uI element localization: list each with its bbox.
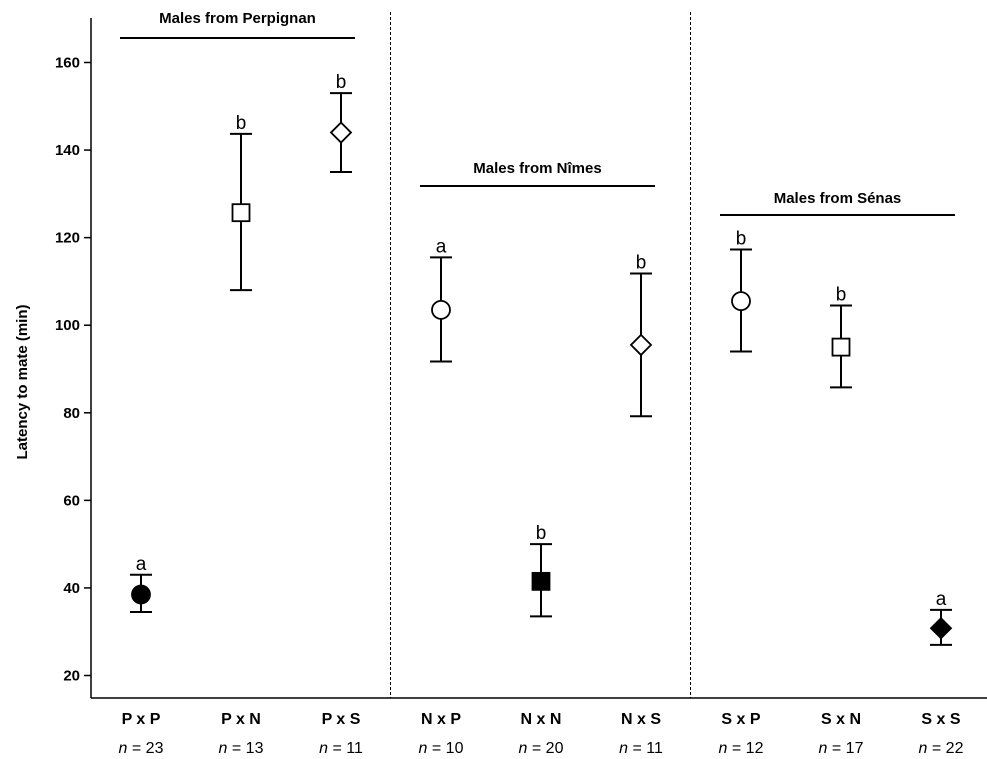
- y-tick-label: 20: [63, 668, 80, 685]
- y-tick-label: 60: [63, 492, 80, 509]
- category-label: N x P: [421, 711, 461, 728]
- category-label: P x N: [221, 711, 261, 728]
- significance-letter: a: [136, 554, 147, 575]
- point-circle: [431, 299, 451, 320]
- sample-size-label: n = 22: [919, 740, 964, 757]
- category-label: P x S: [322, 711, 361, 728]
- sample-size-symbol: n: [619, 740, 628, 757]
- sample-size-value: = 11: [628, 740, 663, 757]
- group-separators: [390, 12, 691, 698]
- axes: 20 40 60 80 100 120 140 160: [55, 18, 987, 699]
- sample-size-label: n = 10: [419, 740, 464, 757]
- sample-size-label: n = 17: [819, 740, 864, 757]
- point-circle: [731, 291, 751, 312]
- y-tick-label: 40: [63, 580, 80, 597]
- sample-size-value: = 10: [427, 740, 463, 757]
- significance-letter: b: [636, 253, 647, 274]
- sample-size-label: n = 11: [319, 740, 363, 757]
- significance-letter: a: [436, 236, 447, 257]
- sample-size-value: = 23: [127, 740, 163, 757]
- sample-size-symbol: n: [919, 740, 928, 757]
- category-label: S x N: [821, 711, 861, 728]
- significance-letter: b: [236, 113, 247, 134]
- sample-size-symbol: n: [519, 740, 528, 757]
- category-label: N x S: [621, 711, 661, 728]
- category-label: S x P: [721, 711, 760, 728]
- group-title: Males from Nîmes: [473, 160, 601, 177]
- x-axis-labels: P x P n = 23 P x N n = 13 P x S n = 11 N x P n …: [119, 711, 964, 757]
- sample-size-symbol: n: [419, 740, 428, 757]
- point-diamond: [629, 333, 653, 357]
- significance-letter: b: [836, 285, 847, 306]
- point-square: [831, 337, 851, 357]
- group-title: Males from Sénas: [774, 190, 902, 207]
- point-square: [531, 571, 551, 591]
- sample-size-label: n = 13: [219, 740, 264, 757]
- data-marks: a b b a b b b b a: [130, 72, 953, 646]
- point-square: [231, 203, 251, 223]
- sample-size-label: n = 11: [619, 740, 663, 757]
- sample-size-symbol: n: [819, 740, 828, 757]
- significance-letter: b: [536, 523, 547, 544]
- category-label: N x N: [521, 711, 562, 728]
- sample-size-label: n = 20: [519, 740, 564, 757]
- sample-size-symbol: n: [219, 740, 228, 757]
- category-label: S x S: [921, 711, 960, 728]
- group-headers: Males from Perpignan Males from Nîmes Male…: [120, 10, 955, 216]
- significance-letter: a: [936, 589, 947, 610]
- sample-size-label: n = 12: [719, 740, 764, 757]
- point-circle: [131, 584, 151, 605]
- y-tick-label: 140: [55, 142, 80, 159]
- point-diamond: [929, 616, 953, 640]
- sample-size-value: = 13: [227, 740, 263, 757]
- sample-size-symbol: n: [319, 740, 328, 757]
- y-axis-title: Latency to mate (min): [14, 304, 31, 459]
- sample-size-value: = 12: [727, 740, 763, 757]
- sample-size-value: = 11: [328, 740, 363, 757]
- point-diamond: [329, 121, 353, 144]
- y-tick-label: 160: [55, 55, 80, 72]
- category-label: P x P: [122, 711, 161, 728]
- sample-size-symbol: n: [119, 740, 128, 757]
- y-tick-label: 100: [55, 317, 80, 334]
- sample-size-value: = 17: [827, 740, 863, 757]
- sample-size-symbol: n: [719, 740, 728, 757]
- sample-size-value: = 20: [527, 740, 563, 757]
- y-tick-label: 120: [55, 230, 80, 247]
- significance-letter: b: [736, 228, 747, 249]
- group-title: Males from Perpignan: [159, 10, 316, 27]
- sample-size-value: = 22: [927, 740, 963, 757]
- sample-size-label: n = 23: [119, 740, 164, 757]
- significance-letter: b: [336, 72, 347, 93]
- y-tick-label: 80: [63, 405, 80, 422]
